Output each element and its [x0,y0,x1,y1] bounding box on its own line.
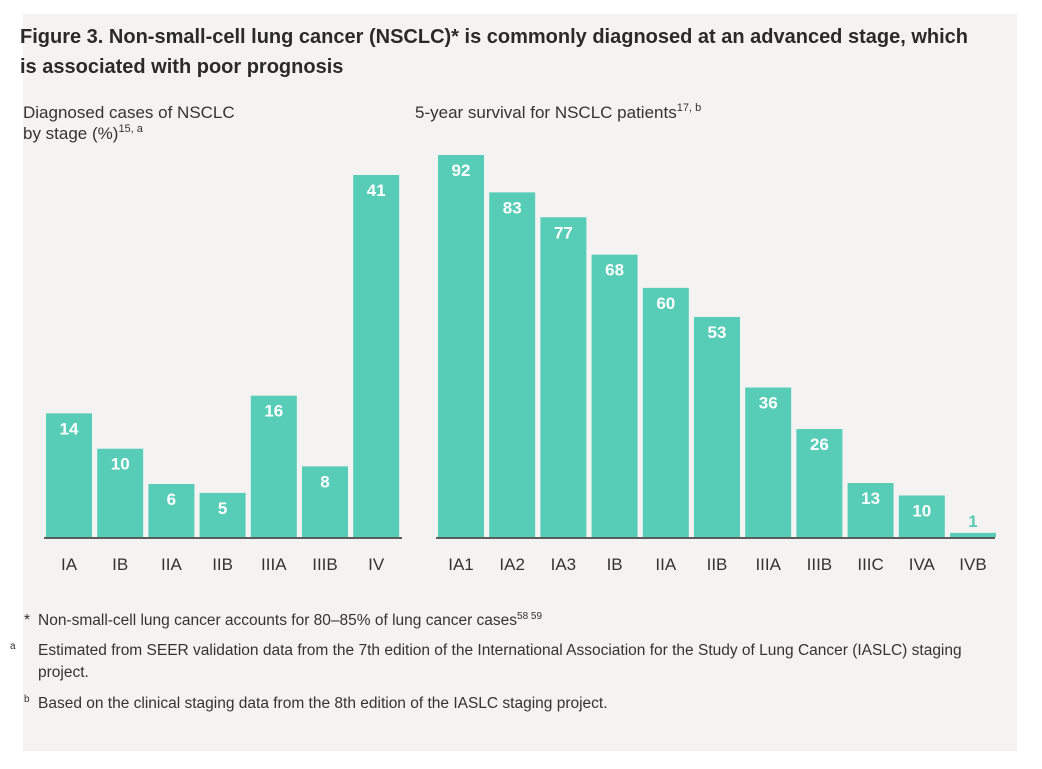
left-value-label-IV: 41 [367,181,386,200]
right-value-label-IVA: 10 [912,501,931,520]
right-tick-label-IVB: IVB [959,555,986,574]
right-tick-label-IIIB: IIIB [807,555,833,574]
left-tick-label-IIIA: IIIA [261,555,287,574]
left-bar-IA [46,413,92,537]
right-bar-IIA [642,287,689,537]
right-tick-label-IIB: IIB [707,555,728,574]
left-bar-IIIA [250,395,297,537]
left-bar-IV [353,175,400,537]
right-tick-label-IIIC: IIIC [857,555,883,574]
right-value-label-IIIA: 36 [759,394,778,413]
left-tick-label-IIB: IIB [212,555,233,574]
right-tick-label-IA1: IA1 [448,555,474,574]
left-bar-IB [97,448,144,537]
right-chart-title-text: 5-year survival for NSCLC patients [415,103,677,122]
left-tick-label-IB: IB [112,555,128,574]
right-value-label-IA1: 92 [452,161,471,180]
footnote-b: b Based on the clinical staging data from… [24,694,608,713]
footnote-b-text: Based on the clinical staging data from … [38,695,608,712]
footnote-star: * Non-small-cell lung cancer accounts for… [24,610,984,632]
right-tick-label-IA2: IA2 [499,555,525,574]
right-tick-label-IIA: IIA [655,555,676,574]
right-bar-IIIC [847,483,894,537]
right-tick-label-IIIA: IIIA [755,555,781,574]
right-value-label-IIIC: 13 [861,489,880,508]
right-value-label-IA3: 77 [554,223,573,242]
right-bar-IA2 [489,192,536,537]
left-value-label-IIB: 5 [218,499,227,518]
charts-canvas: 14 IA 10 IB 6 IIA 5 IIB 16 IIIA 8 IIIB 41 IV 92 IA1 83 IA… [44,155,996,574]
right-value-label-IA2: 83 [503,198,522,217]
right-tick-label-IA3: IA3 [551,555,577,574]
left-chart-title-sup: 15, a [118,123,143,135]
right-value-label-IIB: 53 [708,323,727,342]
right-value-label-IIIB: 26 [810,435,829,454]
right-bar-IB [591,254,638,538]
left-chart-title-line1: Diagnosed cases of NSCLC [23,103,235,122]
right-bar-IIIA [745,387,792,537]
right-bar-IIIB [796,429,843,537]
footnote-star-sup: 58 59 [517,611,543,622]
right-bar-IVA [898,495,945,537]
right-bar-IA1 [438,155,484,537]
right-bar-IIB [694,316,740,537]
figure-title: Figure 3. Non-small-cell lung cancer (NS… [20,26,968,78]
left-bar-IIB [199,492,246,537]
left-value-label-IB: 10 [111,455,130,474]
right-bar-IA3 [540,217,587,538]
left-tick-label-IV: IV [368,555,385,574]
right-chart-title: 5-year survival for NSCLC patients17, b [415,102,975,123]
right-tick-label-IB: IB [607,555,623,574]
right-bar-IVB [950,532,996,537]
footnote-a: a Estimated from SEER validation data fro… [10,641,962,682]
right-tick-label-IVA: IVA [909,555,936,574]
left-bar-IIA [148,484,195,537]
left-value-label-IIIA: 16 [264,402,283,421]
left-value-label-IIIB: 8 [320,472,329,491]
footnote-star-mark: * [24,612,31,629]
footnote-a-text: Estimated from SEER validation data from… [38,642,962,681]
left-chart-title: Diagnosed cases of NSCLC by stage (%)15, … [23,102,383,144]
left-value-label-IA: 14 [60,419,79,438]
left-tick-label-IIA: IIA [161,555,182,574]
right-value-label-IIA: 60 [656,294,675,313]
footnote-star-text: Non-small-cell lung cancer accounts for … [38,612,518,629]
left-value-label-IIA: 6 [167,490,176,509]
left-tick-label-IA: IA [61,555,78,574]
left-chart-title-line2: by stage (%) [23,124,119,143]
right-value-label-IVB: 1 [968,512,977,531]
right-chart-title-sup: 17, b [676,102,702,114]
left-bar-IIIB [302,466,348,537]
left-tick-label-IIIB: IIIB [312,555,338,574]
right-value-label-IB: 68 [605,261,624,280]
